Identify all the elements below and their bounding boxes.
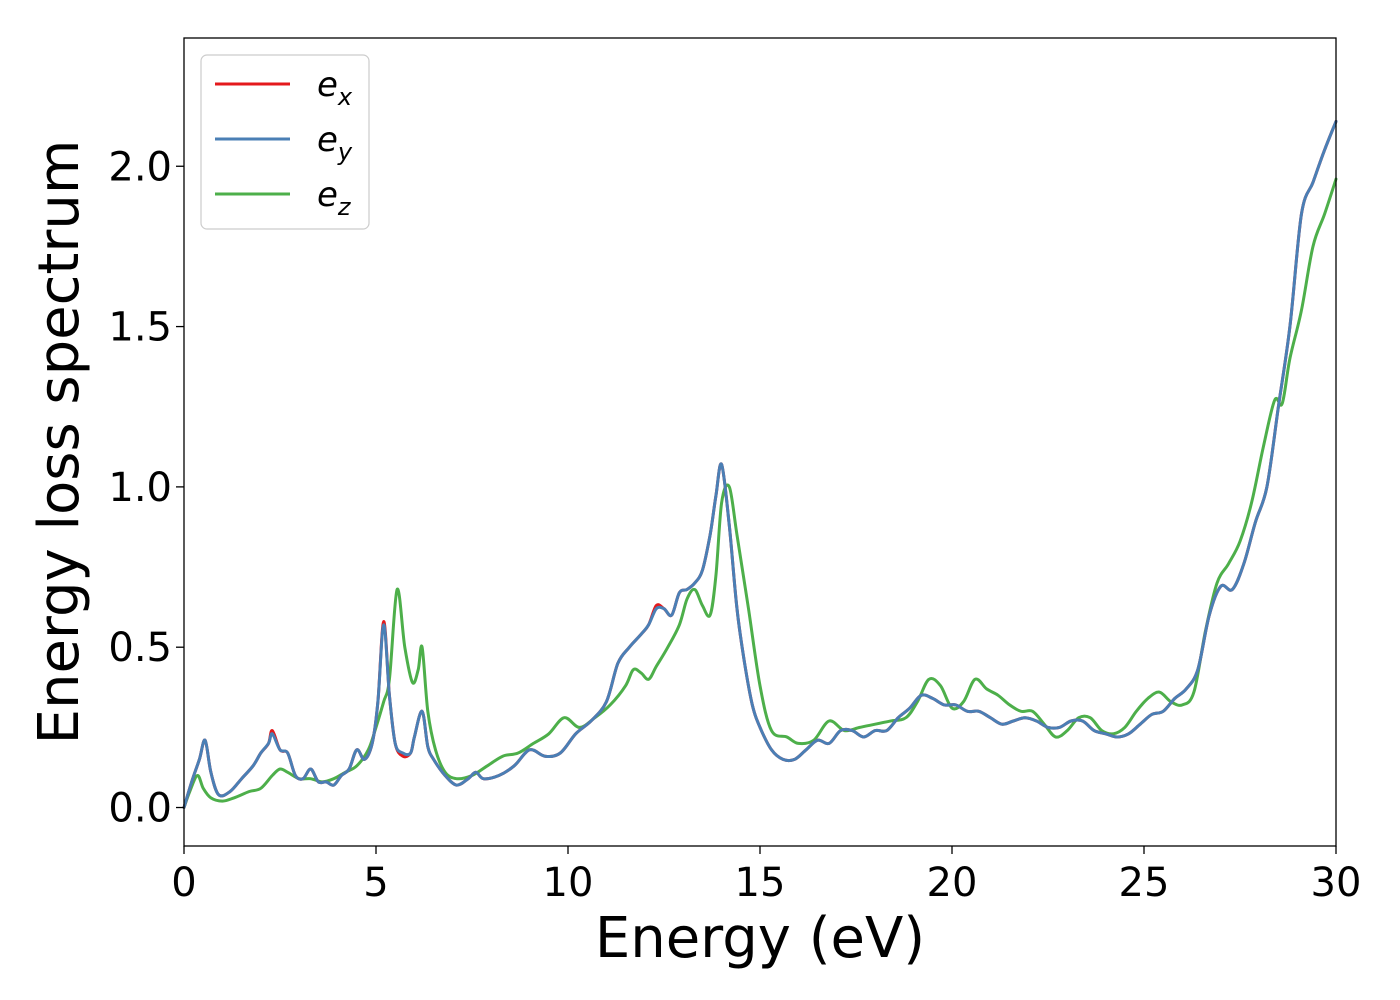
x-tick-label: 5 (363, 860, 388, 906)
y-tick-label: 1.0 (108, 465, 172, 511)
series-line-e-y (182, 119, 1338, 809)
y-tick-label: 0.5 (108, 625, 172, 671)
x-tick-label: 10 (543, 860, 594, 906)
y-tick-label: 1.5 (108, 305, 172, 351)
legend: ex ey ez (200, 54, 370, 230)
y-axis-title: Energy loss spectrum (27, 140, 92, 745)
series-layer (182, 119, 1338, 809)
y-tick-label: 0.0 (108, 786, 172, 832)
x-tick-label: 20 (927, 860, 978, 906)
x-tick-label: 25 (1119, 860, 1170, 906)
x-tick-label: 30 (1311, 860, 1362, 906)
ticks-layer: 0 5 10 15 20 25 30 0.0 0.5 1.0 1.5 2.0 (108, 144, 1361, 906)
legend-label-e-x: ex (317, 65, 353, 111)
legend-label-e-y: ey (317, 120, 353, 166)
x-axis-title: Energy (eV) (595, 906, 925, 971)
y-tick-label: 2.0 (108, 144, 172, 190)
series-line-e-z (182, 177, 1338, 809)
x-tick-label: 0 (171, 860, 196, 906)
legend-box (200, 54, 370, 230)
x-tick-label: 15 (735, 860, 786, 906)
legend-label-e-z: ez (317, 175, 352, 221)
